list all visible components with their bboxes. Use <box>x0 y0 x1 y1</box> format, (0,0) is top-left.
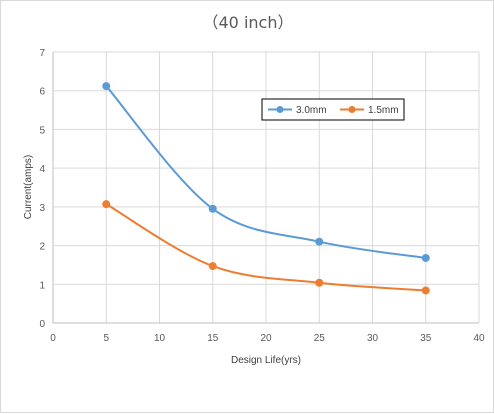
x-tick-label-25: 25 <box>314 333 326 344</box>
data-point-3.0mm-5 <box>102 82 111 91</box>
x-tick-label-5: 5 <box>103 333 109 344</box>
data-point-1.5mm-5 <box>102 200 111 209</box>
x-tick-label-15: 15 <box>207 333 219 344</box>
legend-marker-3.0mm <box>276 106 284 113</box>
x-tick-label-30: 30 <box>367 333 379 344</box>
data-point-1.5mm-35 <box>421 286 430 295</box>
data-point-1.5mm-15 <box>208 262 217 271</box>
x-tick-label-0: 0 <box>50 333 56 344</box>
y-tick-label-2: 2 <box>39 242 45 253</box>
series-line-1.5mm <box>105 203 426 292</box>
x-tick-label-40: 40 <box>473 333 485 344</box>
grid-lines <box>52 51 480 324</box>
y-tick-label-3: 3 <box>39 203 45 214</box>
y-tick-label-1: 1 <box>39 280 45 291</box>
y-tick-label-4: 4 <box>39 164 45 175</box>
data-point-3.0mm-15 <box>208 204 217 213</box>
y-tick-label-5: 5 <box>39 125 45 136</box>
data-point-1.5mm-25 <box>315 278 324 287</box>
legend-label-1.5mm: 1.5mm <box>368 105 399 116</box>
y-tick-label-7: 7 <box>39 48 45 59</box>
legend: 3.0mm 1.5mm <box>261 98 405 121</box>
y-tick-label-6: 6 <box>39 87 45 98</box>
data-point-3.0mm-35 <box>421 253 430 262</box>
legend-marker-1.5mm <box>348 106 356 113</box>
series-group <box>102 82 430 295</box>
x-tick-label-10: 10 <box>154 333 166 344</box>
x-tick-label-20: 20 <box>260 333 272 344</box>
legend-box <box>261 98 405 121</box>
tick-labels: 0 5 10 15 20 25 30 35 40 0 1 2 3 4 5 6 7 <box>39 48 485 344</box>
y-tick-label-0: 0 <box>39 319 45 330</box>
series-line-3.0mm <box>105 85 426 259</box>
data-point-3.0mm-25 <box>315 237 324 246</box>
x-tick-label-35: 35 <box>420 333 432 344</box>
chart-title: （40 inch） <box>203 13 294 32</box>
legend-label-3.0mm: 3.0mm <box>296 105 327 116</box>
x-axis-label: Design Life(yrs) <box>231 355 301 366</box>
y-axis-label: Current(amps) <box>23 155 34 219</box>
